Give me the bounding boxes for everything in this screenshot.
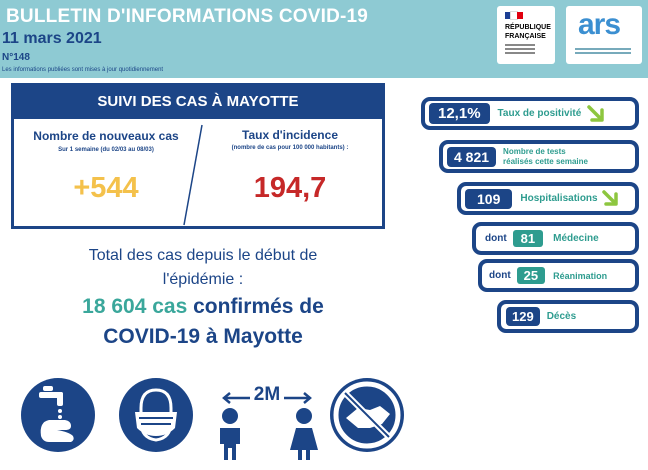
header-banner: BULLETIN D'INFORMATIONS COVID-19 11 mars… bbox=[0, 0, 648, 78]
incidence-value: 194,7 bbox=[253, 172, 327, 204]
total-cases-intro: Total des cas depuis le début de l'épidé… bbox=[28, 244, 378, 292]
total-cases-confirmed: confirmés de bbox=[193, 295, 324, 318]
ars-logo-subtitle bbox=[575, 48, 631, 56]
hospitalisations-label: Hospitalisations bbox=[520, 193, 598, 204]
distance-label: 2M bbox=[254, 384, 280, 405]
update-note: Les informations publiées sont mises à j… bbox=[2, 67, 164, 73]
deces-value: 129 bbox=[506, 307, 540, 326]
face-mask-icon bbox=[119, 378, 193, 452]
logo-rf-line2: FRANÇAISE bbox=[505, 33, 546, 40]
total-intro-line1: Total des cas depuis le début de bbox=[88, 247, 318, 264]
social-distancing-icon: 2M bbox=[212, 372, 322, 462]
bulletin-title: BULLETIN D'INFORMATIONS COVID-19 bbox=[6, 6, 369, 27]
bulletin-date: 11 mars 2021 bbox=[2, 30, 102, 47]
hospitalisations-indicator: 109 Hospitalisations bbox=[457, 182, 639, 215]
no-handshake-icon bbox=[330, 378, 404, 452]
deces-indicator: 129 Décès bbox=[497, 300, 639, 333]
deces-label: Décès bbox=[546, 311, 577, 322]
total-cases-statement: 18 604 cas confirmés de COVID-19 à Mayot… bbox=[28, 292, 378, 352]
incidence-subtitle: (nombre de cas pour 100 000 habitants) : bbox=[231, 145, 349, 151]
reanimation-label: Réanimation bbox=[553, 270, 608, 281]
rf-motto-lines bbox=[505, 44, 535, 56]
total-intro-line2: l'épidémie : bbox=[162, 271, 244, 288]
panel-divider bbox=[183, 124, 203, 226]
logo-rf-line1: RÉPUBLIQUE bbox=[505, 24, 551, 31]
incidence-label: Taux d'incidence bbox=[242, 128, 338, 142]
tests-label-line2: réalisés cette semaine bbox=[503, 156, 588, 166]
medecine-label: Médecine bbox=[553, 233, 599, 244]
tests-label-line1: Nombre de tests bbox=[503, 146, 566, 156]
total-cases-count: 18 604 cas bbox=[82, 295, 188, 318]
medecine-dont: dont bbox=[485, 233, 507, 244]
tests-label: Nombre de tests réalisés cette semaine bbox=[503, 147, 588, 167]
reanimation-indicator: dont 25 Réanimation bbox=[478, 259, 639, 292]
tests-value: 4 821 bbox=[447, 146, 497, 167]
reanimation-value: 25 bbox=[516, 267, 546, 284]
republique-francaise-logo: RÉPUBLIQUE FRANÇAISE bbox=[497, 6, 555, 64]
tests-indicator: 4 821 Nombre de tests réalisés cette sem… bbox=[439, 140, 639, 173]
ars-logo-word: ars bbox=[578, 8, 621, 41]
new-cases-period: Sur 1 semaine (du 02/03 au 08/03) bbox=[58, 147, 154, 153]
new-cases-value: +544 bbox=[73, 172, 139, 204]
new-cases-label: Nombre de nouveaux cas bbox=[33, 129, 179, 143]
positivity-label: Taux de positivité bbox=[497, 108, 582, 119]
positivity-indicator: 12,1% Taux de positivité bbox=[421, 97, 639, 130]
hosp-trend-down-arrow-icon bbox=[601, 189, 618, 206]
medecine-value: 81 bbox=[512, 230, 544, 247]
reanimation-dont: dont bbox=[489, 270, 511, 281]
medecine-indicator: dont 81 Médecine bbox=[472, 222, 639, 255]
french-flag-icon bbox=[505, 11, 523, 20]
suivi-panel-title: SUIVI DES CAS À MAYOTTE bbox=[14, 86, 382, 119]
ars-logo: ars bbox=[566, 6, 642, 64]
hand-washing-icon bbox=[21, 378, 95, 452]
positivity-value: 12,1% bbox=[429, 103, 490, 124]
total-cases-place: COVID-19 à Mayotte bbox=[103, 325, 303, 348]
hospitalisations-value: 109 bbox=[465, 188, 513, 209]
suivi-cas-panel: SUIVI DES CAS À MAYOTTE Nombre de nouvea… bbox=[11, 83, 385, 229]
trend-down-arrow-icon bbox=[587, 104, 605, 122]
bulletin-number: N°148 bbox=[2, 52, 30, 63]
